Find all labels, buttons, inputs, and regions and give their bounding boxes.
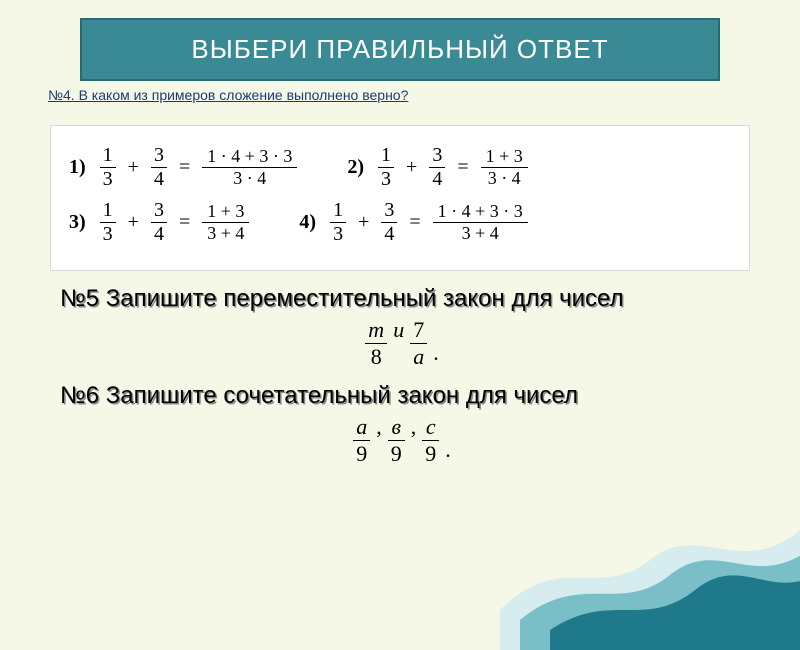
- option-4[interactable]: 4) 1 3 + 3 4 = 1 · 4 + 3 · 3 3 + 4: [299, 199, 531, 246]
- option-label: 4): [299, 211, 316, 234]
- eq-row-2: 3) 1 3 + 3 4 = 1 + 3 3 + 4: [69, 199, 731, 246]
- fraction: 3 4: [381, 199, 397, 246]
- fraction: 1 3: [100, 144, 116, 191]
- question-5: №5 Запишите переместительный закон для ч…: [60, 285, 770, 313]
- title-text: ВЫБЕРИ ПРАВИЛЬНЫЙ ОТВЕТ: [191, 34, 608, 64]
- question-4: №4. В каком из примеров сложение выполне…: [48, 87, 770, 103]
- fraction: 3 4: [151, 199, 167, 246]
- q5-formula: m 8 и 7 a .: [30, 317, 770, 370]
- fraction: 1 3: [330, 199, 346, 246]
- fraction-result: 1 · 4 + 3 · 3 3 + 4: [433, 201, 528, 244]
- slide: ВЫБЕРИ ПРАВИЛЬНЫЙ ОТВЕТ №4. В каком из п…: [0, 0, 800, 600]
- fraction: 1 3: [100, 199, 116, 246]
- option-label: 2): [347, 156, 364, 179]
- option-label: 3): [69, 211, 86, 234]
- fraction: m 8: [365, 317, 387, 370]
- question-6: №6 Запишите сочетательный закон для чисе…: [60, 382, 770, 410]
- fraction-result: 1 · 4 + 3 · 3 3 · 4: [202, 146, 297, 189]
- fraction: в 9: [388, 414, 405, 467]
- fraction: c 9: [422, 414, 439, 467]
- fraction: 3 4: [151, 144, 167, 191]
- option-3[interactable]: 3) 1 3 + 3 4 = 1 + 3 3 + 4: [69, 199, 253, 246]
- fraction-result: 1 + 3 3 · 4: [481, 146, 528, 189]
- eq-row-1: 1) 1 3 + 3 4 = 1 · 4 + 3 · 3 3 · 4: [69, 144, 731, 191]
- q6-formula: a 9 , в 9 , c 9 .: [30, 414, 770, 467]
- option-2[interactable]: 2) 1 3 + 3 4 = 1 + 3 3 · 4: [347, 144, 531, 191]
- fraction: 3 4: [429, 144, 445, 191]
- option-1[interactable]: 1) 1 3 + 3 4 = 1 · 4 + 3 · 3 3 · 4: [69, 144, 301, 191]
- fraction: 7 a: [410, 317, 427, 370]
- fraction-result: 1 + 3 3 + 4: [202, 201, 249, 244]
- equations-block: 1) 1 3 + 3 4 = 1 · 4 + 3 · 3 3 · 4: [50, 125, 750, 271]
- title-box: ВЫБЕРИ ПРАВИЛЬНЫЙ ОТВЕТ: [80, 18, 720, 81]
- option-label: 1): [69, 156, 86, 179]
- fraction: a 9: [353, 414, 370, 467]
- fraction: 1 3: [378, 144, 394, 191]
